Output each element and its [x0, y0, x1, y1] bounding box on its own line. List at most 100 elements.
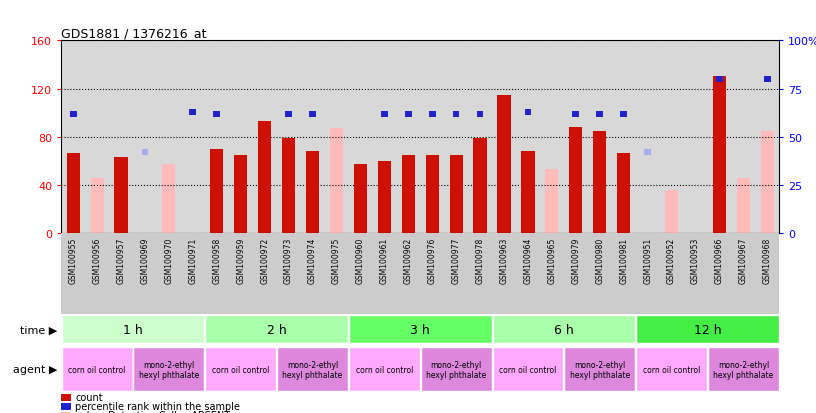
- Text: GSM100961: GSM100961: [379, 237, 389, 283]
- Bar: [214, 111, 220, 117]
- Text: 2 h: 2 h: [267, 323, 286, 336]
- Bar: [636, 348, 707, 391]
- Text: GSM100970: GSM100970: [164, 237, 174, 284]
- Bar: [761, 131, 774, 233]
- Bar: [378, 161, 391, 233]
- Text: GSM100966: GSM100966: [715, 237, 724, 284]
- Bar: [134, 348, 204, 391]
- Text: GSM100968: GSM100968: [763, 237, 772, 283]
- Bar: [570, 128, 583, 233]
- Bar: [429, 111, 436, 117]
- Text: GSM100969: GSM100969: [140, 237, 149, 284]
- Text: GSM100977: GSM100977: [451, 237, 461, 284]
- Text: GSM100973: GSM100973: [284, 237, 293, 284]
- Text: 12 h: 12 h: [694, 323, 721, 336]
- Bar: [282, 138, 295, 233]
- Bar: [67, 154, 80, 233]
- Text: mono-2-ethyl
hexyl phthalate: mono-2-ethyl hexyl phthalate: [282, 360, 343, 379]
- Text: GSM100978: GSM100978: [476, 237, 485, 283]
- Bar: [306, 152, 319, 233]
- Bar: [737, 178, 750, 233]
- Bar: [381, 111, 388, 117]
- Text: corn oil control: corn oil control: [356, 365, 413, 374]
- Text: GSM100953: GSM100953: [691, 237, 700, 284]
- Text: mono-2-ethyl
hexyl phthalate: mono-2-ethyl hexyl phthalate: [713, 360, 774, 379]
- Text: corn oil control: corn oil control: [212, 365, 269, 374]
- Bar: [142, 150, 149, 156]
- Text: GSM100951: GSM100951: [643, 237, 652, 283]
- Bar: [450, 155, 463, 233]
- Text: corn oil control: corn oil control: [69, 365, 126, 374]
- Text: value, Detection Call = ABSENT: value, Detection Call = ABSENT: [75, 411, 230, 413]
- Text: GSM100980: GSM100980: [595, 237, 605, 283]
- Bar: [206, 315, 348, 344]
- Text: GSM100956: GSM100956: [92, 237, 102, 284]
- Text: GSM100976: GSM100976: [428, 237, 437, 284]
- Bar: [286, 111, 292, 117]
- Bar: [708, 348, 778, 391]
- Text: 3 h: 3 h: [410, 323, 430, 336]
- Bar: [234, 155, 247, 233]
- Bar: [477, 111, 483, 117]
- Bar: [593, 131, 606, 233]
- Bar: [162, 165, 175, 233]
- Bar: [206, 348, 276, 391]
- Text: 6 h: 6 h: [554, 323, 574, 336]
- Bar: [573, 111, 579, 117]
- Bar: [277, 348, 348, 391]
- Bar: [114, 158, 127, 233]
- Text: GSM100955: GSM100955: [69, 237, 78, 284]
- Bar: [565, 348, 635, 391]
- Bar: [258, 122, 271, 233]
- Text: GDS1881 / 1376216_at: GDS1881 / 1376216_at: [61, 27, 206, 40]
- Text: GSM100981: GSM100981: [619, 237, 628, 283]
- Bar: [401, 155, 415, 233]
- Bar: [211, 150, 224, 233]
- Bar: [620, 111, 627, 117]
- Text: GSM100952: GSM100952: [667, 237, 676, 283]
- Bar: [426, 155, 439, 233]
- Text: GSM100958: GSM100958: [212, 237, 221, 283]
- Bar: [405, 111, 411, 117]
- Bar: [453, 111, 459, 117]
- Bar: [545, 170, 558, 233]
- Text: GSM100972: GSM100972: [260, 237, 269, 283]
- Text: time ▶: time ▶: [20, 324, 57, 335]
- Text: 1 h: 1 h: [123, 323, 143, 336]
- Bar: [330, 129, 343, 233]
- Text: GSM100959: GSM100959: [236, 237, 246, 284]
- Bar: [421, 348, 491, 391]
- Text: GSM100962: GSM100962: [404, 237, 413, 283]
- Bar: [349, 315, 491, 344]
- Bar: [354, 165, 367, 233]
- Bar: [636, 315, 778, 344]
- Bar: [62, 315, 204, 344]
- Text: mono-2-ethyl
hexyl phthalate: mono-2-ethyl hexyl phthalate: [139, 360, 199, 379]
- Text: GSM100957: GSM100957: [117, 237, 126, 284]
- Text: percentile rank within the sample: percentile rank within the sample: [75, 401, 240, 411]
- Text: GSM100965: GSM100965: [548, 237, 557, 284]
- Bar: [525, 109, 531, 115]
- Text: corn oil control: corn oil control: [643, 365, 700, 374]
- Text: GSM100964: GSM100964: [523, 237, 533, 284]
- Bar: [764, 77, 770, 83]
- Text: GSM100967: GSM100967: [738, 237, 748, 284]
- Text: mono-2-ethyl
hexyl phthalate: mono-2-ethyl hexyl phthalate: [426, 360, 486, 379]
- Bar: [716, 77, 723, 83]
- Bar: [665, 190, 678, 233]
- Text: GSM100974: GSM100974: [308, 237, 317, 284]
- Text: mono-2-ethyl
hexyl phthalate: mono-2-ethyl hexyl phthalate: [570, 360, 630, 379]
- Text: GSM100963: GSM100963: [499, 237, 508, 284]
- Bar: [493, 348, 563, 391]
- Text: count: count: [75, 392, 103, 402]
- Bar: [498, 95, 511, 233]
- Bar: [713, 77, 726, 233]
- Bar: [62, 348, 132, 391]
- Text: agent ▶: agent ▶: [13, 364, 57, 375]
- Bar: [70, 111, 77, 117]
- Bar: [617, 154, 630, 233]
- Bar: [309, 111, 316, 117]
- Bar: [349, 348, 419, 391]
- Text: corn oil control: corn oil control: [499, 365, 557, 374]
- Bar: [91, 178, 104, 233]
